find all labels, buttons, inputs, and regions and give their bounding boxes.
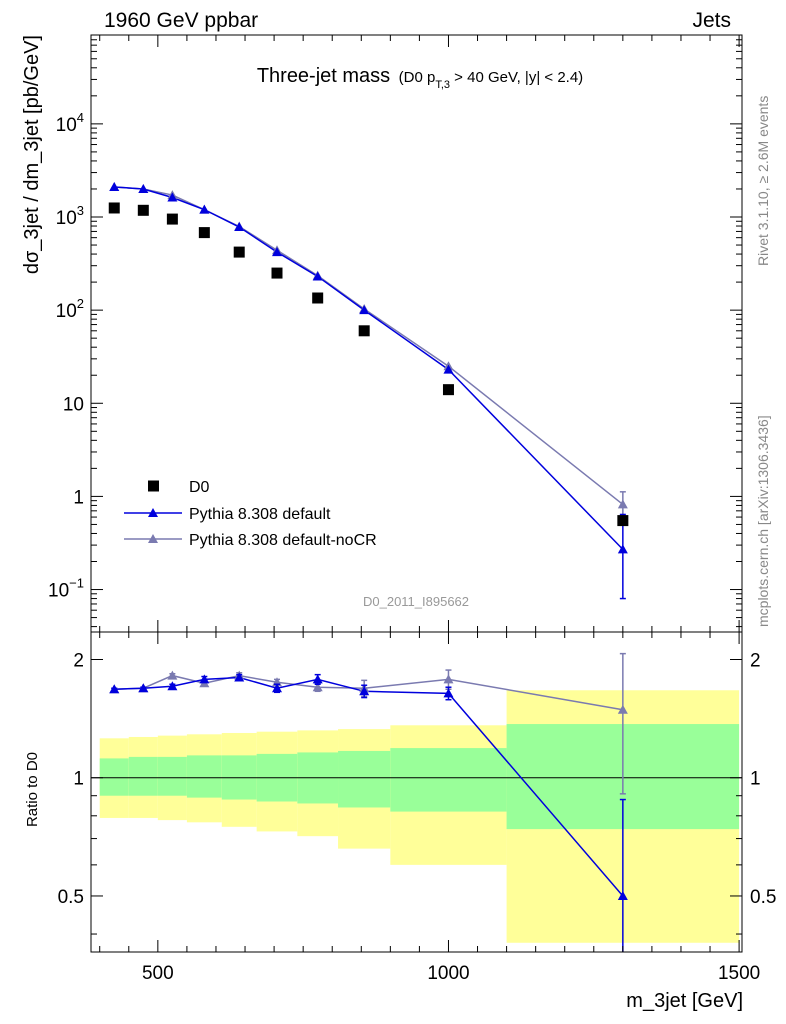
main-series xyxy=(108,181,629,600)
ratio-y-tick-label-left: 0.5 xyxy=(58,887,84,908)
ratio-y-tick-label-left: 2 xyxy=(73,651,84,672)
watermark: D0_2011_I895662 xyxy=(363,594,469,609)
legend-marker-triangle xyxy=(148,508,158,517)
main-y-tick-label: 10−1 xyxy=(48,576,84,602)
main-point-square xyxy=(358,325,370,337)
main-point-triangle xyxy=(138,183,149,193)
ratio-y-tick-label-right: 2 xyxy=(750,651,761,672)
main-point-square xyxy=(312,292,324,304)
main-point-triangle xyxy=(109,181,120,191)
ratio-point-triangle xyxy=(312,674,323,684)
plot-title-cut-rest: > 40 GeV, |y| < 2.4) xyxy=(450,69,583,86)
main-y-tick-label: 10 xyxy=(63,394,84,415)
ratio-point-triangle xyxy=(312,682,323,692)
ratio-stat-band xyxy=(186,755,222,798)
main-point-triangle xyxy=(617,499,628,509)
ratio-point-triangle xyxy=(359,686,370,696)
plot-title: Three-jet mass (D0 pT,3 > 40 GeV, |y| < … xyxy=(257,65,583,91)
ratio-plot-frame xyxy=(90,631,743,953)
ratio-stat-band xyxy=(157,756,187,796)
main-point-triangle xyxy=(272,247,282,257)
main-point-triangle xyxy=(234,222,245,232)
main-y-tick-label: 102 xyxy=(56,296,84,322)
side-label-mcplots: mcplots.cern.ch [arXiv:1306.3436] xyxy=(755,415,771,627)
main-point-triangle xyxy=(167,192,178,202)
main-point-square xyxy=(617,515,629,527)
ratio-point-triangle xyxy=(199,674,210,684)
plot-title-main: Three-jet mass xyxy=(257,65,390,87)
main-point-square xyxy=(198,227,210,239)
ratio-axis-ticks xyxy=(91,632,742,952)
ratio-series xyxy=(109,652,628,952)
legend-marker-triangle xyxy=(148,534,158,543)
plot-title-cut-p: (D0 p xyxy=(399,69,436,86)
x-axis-label: m_3jet [GeV] xyxy=(626,990,743,1012)
ratio-point-triangle xyxy=(443,688,454,698)
main-point-triangle xyxy=(443,364,454,374)
main-series-line xyxy=(114,186,624,506)
legend-label: Pythia 8.308 default xyxy=(189,506,331,523)
legend-label: D0 xyxy=(189,479,210,496)
ratio-series-line xyxy=(114,674,623,711)
x-tick-label: 500 xyxy=(142,963,174,984)
ratio-series-line xyxy=(114,676,624,897)
ratio-point-triangle xyxy=(167,670,178,680)
ratio-stat-band xyxy=(390,748,507,812)
main-point-triangle xyxy=(199,204,210,214)
ratio-point-triangle xyxy=(234,672,245,682)
legend-label: Pythia 8.308 default-noCR xyxy=(189,532,377,549)
ratio-point-triangle xyxy=(138,683,149,693)
main-point-square xyxy=(108,202,120,214)
main-point-square xyxy=(166,213,178,225)
ratio-point-triangle xyxy=(109,684,120,694)
ratio-stat-band xyxy=(99,758,129,796)
ratio-y-tick-label-left: 1 xyxy=(73,769,84,790)
ratio-point-triangle xyxy=(272,683,282,693)
main-point-square xyxy=(233,246,245,258)
x-tick-label: 1000 xyxy=(427,963,469,984)
ratio-point-triangle xyxy=(443,674,454,684)
main-y-tick-label: 104 xyxy=(56,110,84,136)
ratio-y-tick-label-right: 1 xyxy=(750,769,761,790)
side-label-rivet: Rivet 3.1.10, ≥ 2.6M events xyxy=(755,96,771,266)
main-panel: Three-jet mass (D0 pT,3 > 40 GeV, |y| < … xyxy=(21,34,743,633)
main-axis-ticks xyxy=(91,34,742,632)
ratio-panel: 0.5 0.5 1 1 2 2 500 1000 1500 Ratio to D0 m_3jet… xyxy=(24,631,777,1012)
ratio-tick-labels: 0.5 0.5 1 1 2 2 500 1000 1500 xyxy=(58,651,777,984)
ratio-y-tick-label-right: 0.5 xyxy=(750,887,776,908)
main-y-tick-label: 1 xyxy=(73,487,84,508)
header-energy: 1960 GeV ppbar xyxy=(104,9,258,32)
ratio-point-triangle xyxy=(617,890,628,900)
ratio-point-triangle xyxy=(617,704,628,714)
main-point-square xyxy=(442,384,454,396)
ratio-uncertainty-bands xyxy=(99,690,740,943)
plot-title-cut-sub: T,3 xyxy=(435,79,450,91)
legend-marker-square xyxy=(148,480,159,492)
main-point-triangle xyxy=(359,305,370,315)
plot-title-cut: (D0 pT,3 > 40 GeV, |y| < 2.4) xyxy=(399,69,584,91)
main-point-square xyxy=(137,204,149,216)
ratio-stat-band xyxy=(338,750,391,808)
main-point-square xyxy=(271,267,283,279)
ratio-y-axis-label: Ratio to D0 xyxy=(24,752,41,827)
x-tick-label: 1500 xyxy=(718,963,760,984)
legend: D0 Pythia 8.308 default Pythia 8.308 defau… xyxy=(124,479,377,549)
main-y-axis-label: dσ_3jet / dm_3jet [pb/GeV] xyxy=(21,35,43,274)
ratio-stat-band xyxy=(128,756,158,796)
main-y-tick-label: 103 xyxy=(56,203,84,229)
main-point-triangle xyxy=(312,271,323,281)
ratio-point-triangle xyxy=(167,681,178,691)
main-point-triangle xyxy=(617,544,628,554)
main-series-line xyxy=(114,186,624,550)
header-jets: Jets xyxy=(692,9,731,32)
